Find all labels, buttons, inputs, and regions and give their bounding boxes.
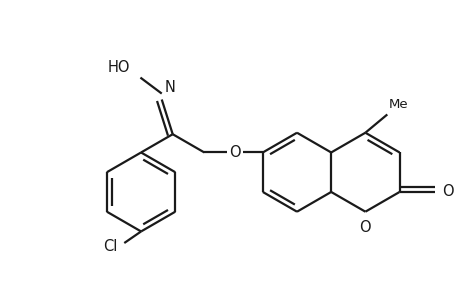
Text: Cl: Cl xyxy=(103,239,117,254)
Text: Me: Me xyxy=(387,98,407,112)
Text: HO: HO xyxy=(108,60,130,75)
Text: O: O xyxy=(442,184,453,200)
Text: N: N xyxy=(164,80,175,94)
Text: O: O xyxy=(359,220,370,235)
Text: O: O xyxy=(229,145,241,160)
